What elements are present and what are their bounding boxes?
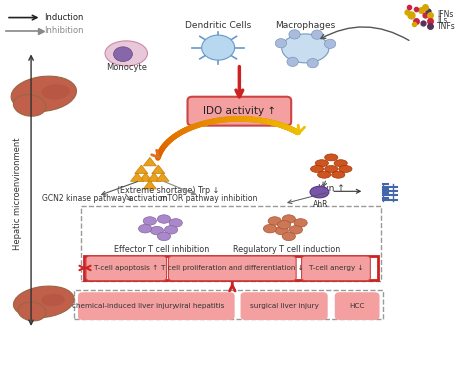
Text: Effector T cell inhibition: Effector T cell inhibition [114,245,209,254]
Ellipse shape [294,219,307,227]
Ellipse shape [13,95,46,116]
Ellipse shape [138,224,152,233]
Ellipse shape [339,166,352,172]
Ellipse shape [164,225,178,234]
Ellipse shape [275,226,288,235]
Text: viral hepatitis: viral hepatitis [174,303,224,309]
Ellipse shape [334,160,347,167]
Ellipse shape [157,232,171,241]
Text: Inhibition: Inhibition [44,26,83,35]
Text: Regulatory T cell induction: Regulatory T cell induction [233,245,340,254]
Circle shape [311,30,323,39]
Ellipse shape [268,217,281,225]
Ellipse shape [325,166,338,172]
Text: TNFs: TNFs [438,22,456,31]
FancyBboxPatch shape [78,292,170,320]
Ellipse shape [310,166,324,172]
Text: Dendritic Cells: Dendritic Cells [185,21,251,30]
Ellipse shape [289,225,302,234]
Text: mTOR pathway inhibition: mTOR pathway inhibition [160,194,257,203]
Ellipse shape [41,84,70,100]
Ellipse shape [11,76,76,111]
Text: T cell proliferation and differentiation ↓: T cell proliferation and differentiation… [161,265,304,271]
Ellipse shape [150,226,164,235]
Polygon shape [147,173,161,181]
Text: HCC: HCC [349,303,365,309]
Circle shape [324,39,336,48]
FancyBboxPatch shape [86,256,166,281]
Circle shape [307,59,319,68]
Ellipse shape [201,35,235,60]
Ellipse shape [143,217,156,225]
FancyBboxPatch shape [335,292,380,320]
Ellipse shape [169,219,182,227]
FancyBboxPatch shape [168,256,296,281]
Text: Kyn ↑: Kyn ↑ [318,184,345,192]
Polygon shape [143,158,156,166]
Text: ILs: ILs [438,16,448,25]
Text: Macrophages: Macrophages [275,21,336,30]
FancyBboxPatch shape [301,256,370,281]
Ellipse shape [282,34,329,63]
Text: Monocyte: Monocyte [106,63,147,72]
Ellipse shape [264,224,277,233]
Ellipse shape [325,154,338,161]
Text: chemical-induced liver injury: chemical-induced liver injury [72,303,176,309]
Text: IFNs: IFNs [438,10,454,19]
Ellipse shape [105,41,147,66]
Ellipse shape [114,47,132,61]
Ellipse shape [332,171,345,178]
Ellipse shape [318,171,331,178]
FancyBboxPatch shape [240,292,328,320]
Polygon shape [130,173,144,181]
Ellipse shape [277,221,291,229]
FancyBboxPatch shape [164,292,235,320]
Ellipse shape [18,302,46,321]
Circle shape [287,57,298,66]
Text: T-cell anergy ↓: T-cell anergy ↓ [309,265,363,271]
Text: (Extreme shortage) Trp ↓: (Extreme shortage) Trp ↓ [118,186,220,195]
Circle shape [289,30,300,39]
Ellipse shape [157,215,171,223]
Text: GCN2 kinase pathway activation: GCN2 kinase pathway activation [43,194,168,203]
FancyBboxPatch shape [188,97,291,126]
Text: surgical liver injury: surgical liver injury [250,303,319,309]
Text: IDO activity ↑: IDO activity ↑ [203,106,276,116]
Polygon shape [135,165,148,173]
Polygon shape [152,165,165,173]
Text: Hepatic microenvironment: Hepatic microenvironment [13,138,22,250]
Text: T-cell apoptosis ↑: T-cell apoptosis ↑ [94,265,158,272]
Polygon shape [143,180,156,189]
Ellipse shape [310,186,329,198]
Polygon shape [156,173,169,181]
Ellipse shape [41,294,65,306]
Polygon shape [139,173,152,181]
Text: AhR: AhR [313,200,328,209]
Text: Induction: Induction [44,13,83,22]
Ellipse shape [282,232,295,241]
Ellipse shape [13,286,74,318]
Circle shape [275,38,287,48]
Ellipse shape [282,215,295,223]
Ellipse shape [315,160,328,167]
